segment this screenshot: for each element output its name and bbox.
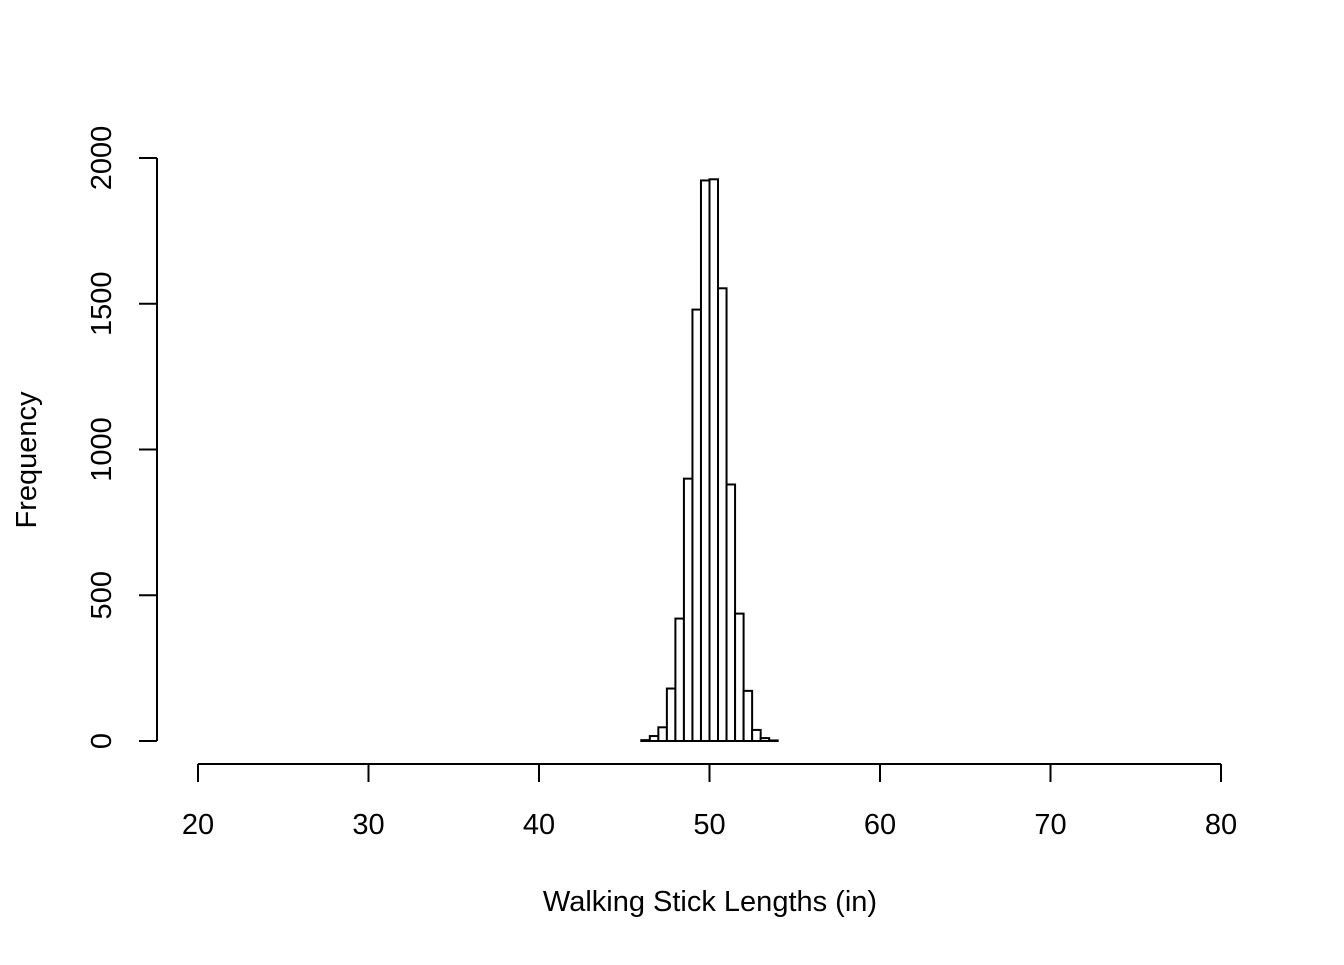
y-tick-label: 500	[86, 571, 118, 619]
histogram-bar	[742, 689, 754, 742]
x-tick-label: 80	[1205, 809, 1237, 841]
bars-group	[640, 178, 779, 743]
x-tick-label: 50	[693, 809, 725, 841]
histogram-bar	[691, 308, 702, 742]
histogram-bar	[717, 287, 728, 742]
x-tick-label: 40	[523, 809, 555, 841]
x-tick-label: 60	[864, 809, 896, 841]
histogram-bar	[751, 728, 762, 742]
histogram-bar	[674, 617, 685, 743]
histogram-bar	[699, 179, 711, 742]
y-axis-title: Frequency	[11, 391, 43, 529]
histogram-bar	[759, 737, 771, 743]
histogram-bar	[768, 739, 779, 742]
y-axis: 0 500 1000 1500 2000	[86, 126, 158, 749]
x-tick-label: 70	[1034, 809, 1066, 841]
histogram-bar	[708, 178, 720, 742]
y-tick-label: 1500	[86, 271, 118, 336]
histogram-bar	[734, 612, 745, 742]
x-axis-title: Walking Stick Lengths (in)	[543, 886, 877, 918]
y-tick-label: 2000	[86, 126, 118, 191]
histogram-bar	[657, 726, 668, 742]
histogram-bar	[682, 477, 694, 742]
histogram-bar	[665, 687, 677, 743]
y-tick-label: 1000	[86, 417, 118, 482]
x-axis: 20 30 40 50 60 70 80	[182, 763, 1237, 841]
y-tick-label: 0	[86, 733, 118, 749]
x-tick-label: 30	[352, 809, 384, 841]
x-tick-label: 20	[182, 809, 214, 841]
histogram-bar	[640, 739, 651, 743]
histogram-bar	[725, 483, 737, 742]
histogram-bar	[648, 735, 660, 742]
